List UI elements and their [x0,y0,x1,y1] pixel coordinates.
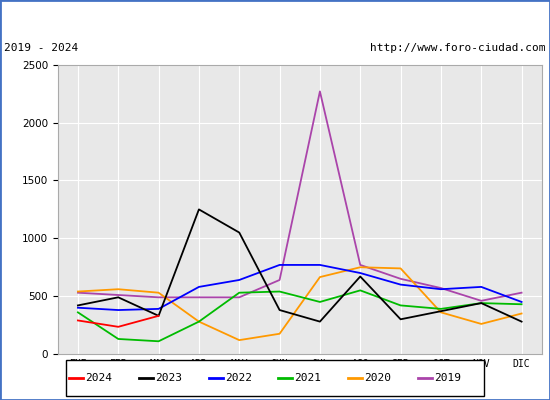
Text: 2022: 2022 [225,373,252,383]
Text: 2021: 2021 [294,373,322,383]
Text: Evolucion Nº Turistas Nacionales en el municipio de Flacà: Evolucion Nº Turistas Nacionales en el m… [83,10,467,24]
Text: 2019 - 2024: 2019 - 2024 [4,43,79,53]
Text: 2023: 2023 [155,373,182,383]
Text: http://www.foro-ciudad.com: http://www.foro-ciudad.com [370,43,546,53]
Text: 2019: 2019 [434,373,461,383]
FancyBboxPatch shape [66,360,484,396]
Text: 2024: 2024 [85,373,113,383]
Text: 2020: 2020 [364,373,391,383]
